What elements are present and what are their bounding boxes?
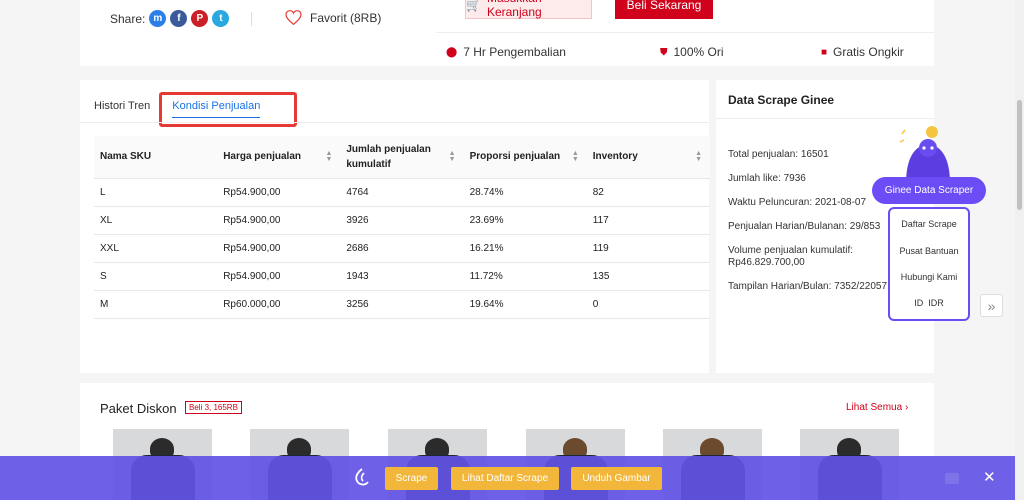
- col-header-cumulative[interactable]: Jumlah penjualan kumulatif ▲ ▼: [340, 136, 464, 179]
- tab-histori-tren[interactable]: Histori Tren: [94, 100, 151, 112]
- col-header-proportion[interactable]: Proporsi penjualan ▲ ▼: [463, 136, 587, 179]
- buy-now-button[interactable]: Beli Sekarang: [615, 0, 713, 19]
- table-row: L Rp54.900,00 4764 28.74% 82: [94, 178, 710, 207]
- share-row: Share: m f P t: [110, 10, 233, 27]
- ginee-mascot-icon: [899, 126, 950, 184]
- return-icon: ⬤: [446, 46, 458, 58]
- tab-highlight-box: [159, 92, 297, 127]
- page-scrollbar[interactable]: [1015, 0, 1024, 500]
- menu-item-daftar-scrape[interactable]: Daftar Scrape: [901, 219, 957, 229]
- table-row: XL Rp54.900,00 3926 23.69% 117: [94, 206, 710, 235]
- discount-badge: Beli 3, 165RB: [185, 401, 242, 414]
- view-scrape-list-button[interactable]: Lihat Daftar Scrape: [451, 467, 559, 490]
- sort-icon[interactable]: ▲ ▼: [695, 149, 702, 163]
- scrollbar-thumb[interactable]: [1017, 100, 1022, 210]
- table-row: M Rp60.000,00 3256 19.64% 0: [94, 290, 710, 319]
- pinterest-icon[interactable]: P: [191, 10, 209, 27]
- guarantee-original: ⛊ 100% Ori: [660, 45, 724, 59]
- ginee-logo-icon: [355, 468, 369, 486]
- share-label: Share:: [110, 11, 146, 26]
- favorite-label: Favorit (8RB): [310, 10, 382, 25]
- stat-cumulative-volume-label: Volume penjualan kumulatif:: [728, 245, 854, 256]
- discount-title: Paket Diskon: [100, 401, 177, 416]
- stat-cumulative-volume-value: Rp46.829.700,00: [728, 257, 805, 268]
- ginee-data-scraper-button[interactable]: Ginee Data Scraper: [872, 177, 986, 204]
- twitter-icon[interactable]: t: [212, 10, 230, 27]
- sort-icon[interactable]: ▲ ▼: [448, 149, 456, 163]
- stat-daily-monthly-views: Tampilan Harian/Bulan: 7352/22057: [728, 281, 887, 292]
- add-to-cart-button[interactable]: 🛒 Masukkan Keranjang: [465, 0, 592, 19]
- guarantee-free-shipping: ■ Gratis Ongkir: [821, 45, 904, 59]
- scrape-panel-title: Data Scrape Ginee: [728, 93, 835, 107]
- menu-item-pusat-bantuan[interactable]: Pusat Bantuan: [899, 246, 959, 256]
- menu-item-language-currency[interactable]: ID IDR: [914, 298, 944, 308]
- see-all-link[interactable]: Lihat Semua ›: [846, 402, 909, 413]
- divider: [716, 118, 934, 119]
- stat-total-sales: Total penjualan: 16501: [728, 149, 829, 160]
- messenger-icon[interactable]: m: [149, 10, 167, 27]
- expand-arrow-button[interactable]: »: [980, 294, 1003, 317]
- facebook-icon[interactable]: f: [170, 10, 188, 27]
- scrape-button[interactable]: Scrape: [385, 467, 438, 490]
- divider: [80, 122, 709, 123]
- scrape-data-panel: Data Scrape Ginee Total penjualan: 16501…: [716, 80, 934, 373]
- download-image-button[interactable]: Unduh Gambar: [571, 467, 662, 490]
- divider: [251, 12, 252, 26]
- stat-likes: Jumlah like: 7936: [728, 173, 806, 184]
- sort-icon[interactable]: ▲ ▼: [571, 149, 579, 163]
- heart-icon: [285, 10, 302, 25]
- chat-icon[interactable]: [945, 473, 959, 484]
- favorite-button[interactable]: Favorit (8RB): [285, 10, 381, 25]
- truck-icon: ■: [821, 46, 828, 58]
- col-header-price[interactable]: Harga penjualan ▲ ▼: [217, 136, 341, 179]
- shield-icon: ⛊: [660, 46, 668, 58]
- sort-icon[interactable]: ▲ ▼: [325, 149, 333, 163]
- menu-item-hubungi-kami[interactable]: Hubungi Kami: [900, 272, 958, 282]
- table-row: S Rp54.900,00 1943 11.72% 135: [94, 262, 710, 291]
- stat-launch-date: Waktu Peluncuran: 2021-08-07: [728, 197, 867, 208]
- chevron-right-icon: ›: [904, 402, 909, 413]
- sku-table: Nama SKU Harga penjualan ▲ ▼ Jumlah penjua…: [94, 136, 710, 319]
- guarantee-return: ⬤ 7 Hr Pengembalian: [446, 45, 566, 59]
- divider: [436, 32, 934, 33]
- sales-panel: Histori Tren Kondisi Penjualan Nama SKU …: [80, 80, 710, 373]
- col-header-sku: Nama SKU: [94, 136, 218, 179]
- tab-kondisi-penjualan[interactable]: Kondisi Penjualan: [172, 100, 261, 118]
- panel-tabs: Histori Tren Kondisi Penjualan: [94, 100, 282, 118]
- col-header-inventory[interactable]: Inventory ▲ ▼: [586, 136, 710, 179]
- close-icon[interactable]: ✕: [983, 469, 996, 486]
- cart-icon: 🛒: [466, 0, 481, 12]
- table-header-row: Nama SKU Harga penjualan ▲ ▼ Jumlah penjua…: [94, 136, 710, 179]
- table-row: XXL Rp54.900,00 2686 16.21% 119: [94, 234, 710, 263]
- scraper-toolbar: Scrape Lihat Daftar Scrape Unduh Gambar …: [0, 456, 1024, 500]
- product-action-card: Share: m f P t Favorit (8RB) 🛒 Masukkan …: [80, 0, 934, 66]
- stat-daily-monthly-sales: Penjualan Harian/Bulanan: 29/853: [728, 221, 881, 232]
- ginee-menu: Daftar Scrape Pusat Bantuan Hubungi Kami…: [888, 207, 970, 321]
